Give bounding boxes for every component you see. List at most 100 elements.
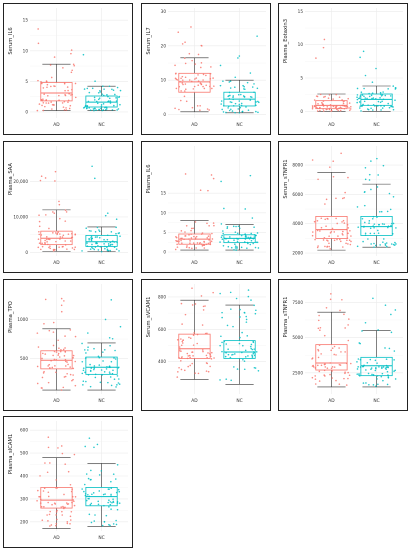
data-point xyxy=(342,219,345,222)
data-point xyxy=(100,107,102,110)
data-point xyxy=(60,304,63,307)
data-point xyxy=(200,295,203,297)
data-point xyxy=(98,97,101,99)
data-point xyxy=(103,238,105,241)
data-point xyxy=(193,331,196,334)
data-point xyxy=(177,31,180,34)
data-point xyxy=(194,221,197,223)
data-point xyxy=(370,243,372,245)
data-point xyxy=(175,239,177,242)
data-point xyxy=(41,376,44,379)
data-point xyxy=(225,343,228,345)
data-point xyxy=(348,374,351,377)
data-point xyxy=(66,248,68,250)
data-point xyxy=(103,348,106,351)
data-point xyxy=(53,502,56,504)
data-point xyxy=(183,238,185,241)
data-point xyxy=(238,111,241,114)
data-point xyxy=(81,488,83,490)
data-point xyxy=(209,353,211,356)
data-point xyxy=(213,224,215,227)
data-point xyxy=(97,249,100,251)
data-point xyxy=(256,241,259,244)
data-point xyxy=(341,104,344,107)
data-point xyxy=(356,206,359,208)
data-point xyxy=(335,93,338,96)
data-point xyxy=(356,245,359,248)
data-point xyxy=(367,372,370,375)
data-point xyxy=(94,246,97,248)
y-tick-label: 10 xyxy=(23,48,29,53)
data-point xyxy=(341,298,343,301)
data-point xyxy=(247,295,250,298)
data-point xyxy=(58,347,60,350)
data-point xyxy=(246,247,248,249)
data-point xyxy=(185,100,188,103)
data-point xyxy=(106,246,108,248)
data-point xyxy=(49,367,51,369)
data-point xyxy=(56,518,58,521)
data-point xyxy=(220,335,222,338)
data-point xyxy=(112,89,115,92)
data-point xyxy=(365,382,367,384)
data-point xyxy=(74,246,76,248)
data-point xyxy=(95,242,98,244)
data-point xyxy=(333,353,335,356)
data-point xyxy=(230,379,232,382)
chart-panel-8: 400 600 800 Serum_sVCAM1 AD NC xyxy=(141,279,271,411)
data-point xyxy=(93,365,96,367)
data-point xyxy=(178,356,180,359)
data-point xyxy=(56,486,59,489)
data-point xyxy=(116,109,118,111)
box-nc xyxy=(223,340,256,359)
data-point xyxy=(316,219,319,222)
data-point xyxy=(46,83,49,86)
data-point xyxy=(183,95,186,98)
data-point xyxy=(85,227,88,229)
x-tick-label: NC xyxy=(373,398,379,404)
data-point xyxy=(361,330,363,332)
data-point xyxy=(108,488,110,490)
data-point xyxy=(73,248,76,251)
data-point xyxy=(242,358,244,361)
data-point xyxy=(256,232,259,234)
data-point xyxy=(380,109,382,111)
data-point xyxy=(372,297,374,300)
data-point xyxy=(190,80,193,83)
data-point xyxy=(242,84,244,87)
data-point xyxy=(230,108,232,111)
data-point xyxy=(197,53,200,56)
data-point xyxy=(94,80,96,83)
data-point xyxy=(326,367,329,369)
data-point xyxy=(377,232,380,234)
y-tick-label: 500 xyxy=(20,356,28,361)
data-point xyxy=(55,371,57,374)
data-point xyxy=(256,100,259,103)
data-point xyxy=(48,363,51,366)
data-point xyxy=(93,96,96,99)
data-point xyxy=(178,346,181,348)
data-point xyxy=(184,76,187,79)
data-point xyxy=(46,241,48,243)
data-point xyxy=(257,369,260,372)
data-point xyxy=(234,76,237,79)
data-point xyxy=(47,495,50,498)
data-point xyxy=(106,234,109,237)
data-point xyxy=(69,104,72,107)
data-point xyxy=(93,347,95,350)
data-point xyxy=(392,222,395,225)
x-tick-label: AD xyxy=(191,122,198,128)
data-point xyxy=(98,230,101,233)
data-point xyxy=(71,236,74,239)
data-point xyxy=(197,80,200,83)
data-point xyxy=(108,85,111,88)
data-point xyxy=(49,510,51,513)
data-point xyxy=(319,329,321,332)
data-point xyxy=(72,367,75,370)
data-point xyxy=(237,238,239,240)
data-point xyxy=(333,231,336,233)
data-point xyxy=(114,358,117,360)
data-point xyxy=(330,106,332,108)
data-point xyxy=(209,355,212,358)
data-point xyxy=(102,85,104,88)
